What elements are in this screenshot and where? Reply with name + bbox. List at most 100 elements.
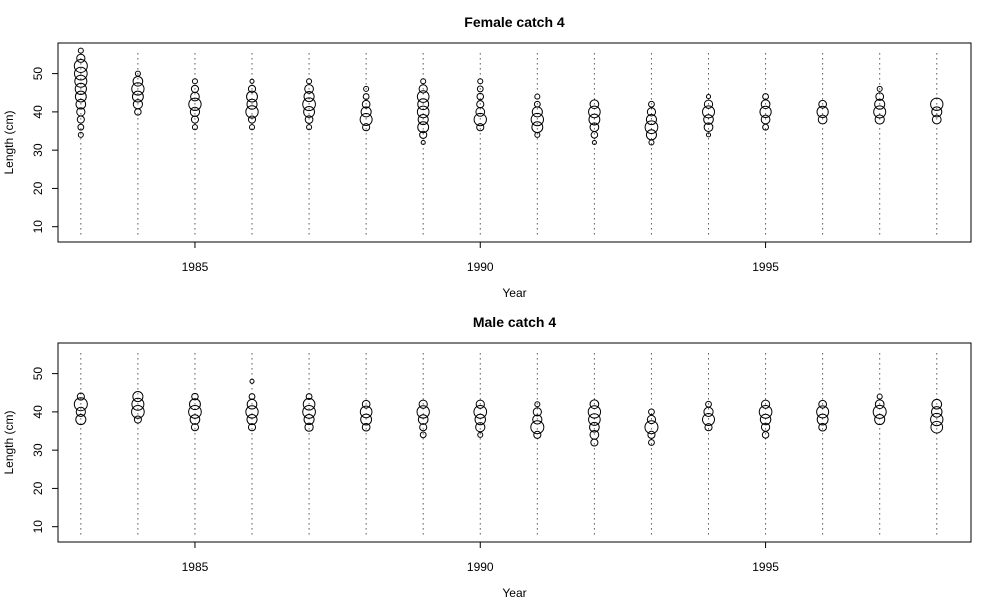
bubble-1-1996-36 bbox=[818, 422, 827, 432]
bubble-1-1998-40 bbox=[931, 406, 943, 418]
y-tick-label-1-20: 20 bbox=[31, 481, 45, 495]
bubble-0-1997-38 bbox=[874, 114, 885, 125]
bubble-0-1985-46 bbox=[190, 84, 200, 93]
bubble-1-1989-38 bbox=[417, 414, 429, 425]
bubble-0-1983-38 bbox=[76, 115, 85, 124]
bubble-0-1987-42 bbox=[302, 97, 316, 112]
bubble-1-1992-36 bbox=[589, 421, 600, 433]
bubble-1-1995-40 bbox=[758, 405, 773, 419]
bubble-0-1996-42 bbox=[818, 99, 827, 109]
y-axis-label-0: Length (cm) bbox=[2, 110, 16, 174]
bubble-1-1995-38 bbox=[759, 413, 772, 426]
x-axis-label-1: Year bbox=[502, 586, 526, 600]
bubble-1-1988-40 bbox=[359, 405, 373, 419]
bubble-0-1986-48 bbox=[249, 78, 255, 84]
bubble-1-1987-40 bbox=[302, 405, 316, 419]
bubble-0-1997-40 bbox=[873, 105, 887, 119]
bubble-0-1993-40 bbox=[646, 107, 657, 117]
bubble-0-1983-54 bbox=[76, 53, 86, 63]
bubble-1-1990-36 bbox=[475, 422, 486, 433]
bubble-0-1985-36 bbox=[191, 124, 198, 131]
bubble-1-1993-36 bbox=[644, 420, 659, 435]
bubble-1-1995-34 bbox=[761, 431, 770, 439]
bubble-1-1990-42 bbox=[475, 399, 485, 409]
bubble-1-1987-36 bbox=[304, 422, 314, 432]
bubble-1-1990-40 bbox=[473, 405, 488, 419]
chart-title-1: Male catch 4 bbox=[473, 314, 556, 330]
bubble-0-1986-46 bbox=[247, 84, 257, 93]
bubble-0-1997-44 bbox=[875, 92, 885, 101]
bubble-0-1988-46 bbox=[363, 85, 370, 92]
bubble-1-1992-42 bbox=[589, 399, 600, 410]
bubble-0-1994-42 bbox=[703, 99, 714, 109]
x-tick-label-1-1990: 1990 bbox=[467, 560, 494, 574]
bubble-1-1997-38 bbox=[874, 414, 886, 426]
bubble-0-1997-42 bbox=[874, 98, 886, 110]
bubble-0-1992-34 bbox=[590, 131, 599, 139]
bubble-0-1990-44 bbox=[476, 92, 485, 101]
bubble-0-1989-32 bbox=[420, 139, 426, 146]
bubble-0-1995-38 bbox=[760, 114, 771, 125]
bubble-0-1991-36 bbox=[531, 121, 544, 134]
bubble-1-1996-38 bbox=[816, 413, 829, 426]
bubble-0-1987-40 bbox=[303, 105, 316, 118]
bubble-1-1996-42 bbox=[818, 399, 827, 409]
bubble-1-1989-36 bbox=[419, 423, 428, 432]
bubble-0-1987-46 bbox=[304, 84, 314, 94]
bubble-1-1992-40 bbox=[587, 405, 602, 419]
bubble-0-1983-40 bbox=[76, 107, 86, 117]
bubble-0-1983-52 bbox=[73, 58, 88, 73]
bubble-0-1995-44 bbox=[762, 93, 769, 100]
y-tick-label-0-40: 40 bbox=[31, 105, 45, 119]
bubble-0-1997-46 bbox=[876, 85, 883, 92]
bubble-0-1989-48 bbox=[420, 78, 427, 85]
bubble-1-1991-40 bbox=[532, 407, 542, 417]
bubble-1-1983-40 bbox=[75, 406, 86, 417]
x-tick-label-1-1995: 1995 bbox=[752, 560, 779, 574]
bubble-1-1987-42 bbox=[302, 397, 316, 411]
bubble-1-1997-42 bbox=[874, 399, 885, 410]
bubble-0-1988-42 bbox=[361, 99, 371, 109]
bubble-0-1984-44 bbox=[131, 90, 144, 103]
bubble-0-1985-38 bbox=[190, 115, 200, 124]
bubble-1-1986-48 bbox=[249, 378, 255, 384]
bubble-1-1984-44 bbox=[132, 391, 144, 403]
bubble-1-1993-32 bbox=[648, 439, 655, 446]
bubble-0-1986-36 bbox=[248, 124, 256, 131]
bubble-0-1988-40 bbox=[360, 106, 372, 118]
bubble-0-1998-40 bbox=[931, 106, 943, 118]
x-axis-label-0: Year bbox=[502, 286, 526, 300]
bubble-0-1993-36 bbox=[644, 120, 659, 135]
bubble-0-1987-38 bbox=[304, 115, 314, 124]
x-tick-label-0-1990: 1990 bbox=[467, 260, 494, 274]
bubble-0-1983-44 bbox=[74, 90, 87, 103]
bubble-1-1998-36 bbox=[930, 420, 944, 434]
bubble-0-1984-48 bbox=[132, 75, 144, 87]
bubble-0-1994-34 bbox=[705, 132, 712, 138]
bubble-0-1985-48 bbox=[191, 78, 198, 85]
bubble-0-1983-50 bbox=[73, 66, 88, 81]
x-tick-label-1-1985: 1985 bbox=[182, 560, 209, 574]
bubble-1-1988-36 bbox=[361, 422, 371, 432]
bubble-0-1993-34 bbox=[645, 129, 657, 141]
bubble-1-1994-42 bbox=[705, 400, 712, 408]
bubble-1-1988-42 bbox=[361, 399, 371, 409]
bubble-0-1984-50 bbox=[134, 70, 141, 77]
bubble-1-1987-38 bbox=[303, 414, 315, 426]
bubble-0-1992-32 bbox=[591, 139, 597, 146]
bubble-0-1991-44 bbox=[534, 93, 541, 100]
bubble-0-1989-42 bbox=[417, 98, 430, 111]
bubble-0-1984-46 bbox=[131, 82, 145, 96]
bubble-1-1986-40 bbox=[245, 405, 259, 419]
bubble-0-1989-38 bbox=[417, 114, 429, 126]
bubble-1-1990-34 bbox=[477, 431, 484, 438]
bubble-1-1985-38 bbox=[189, 414, 201, 425]
bubble-1-1997-44 bbox=[876, 393, 883, 400]
bubble-0-1983-36 bbox=[77, 123, 85, 131]
bubble-0-1986-44 bbox=[246, 90, 258, 103]
bubble-0-1992-40 bbox=[588, 105, 601, 119]
plot-frame-0 bbox=[57, 42, 972, 243]
y-axis-label-1: Length (cm) bbox=[2, 410, 16, 474]
